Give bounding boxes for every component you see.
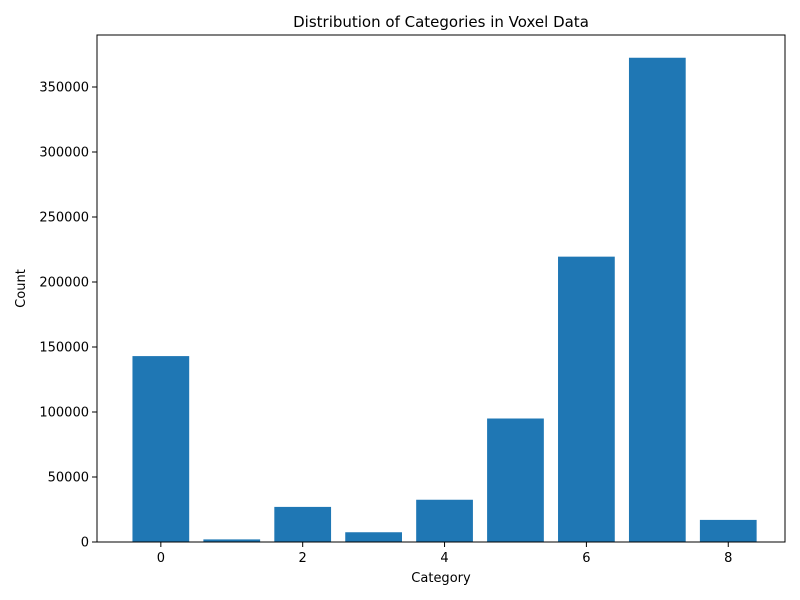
bar-category-7	[628, 57, 686, 542]
bar-category-0	[132, 356, 190, 542]
y-axis-title: Count	[14, 269, 29, 308]
bar-category-3	[345, 532, 402, 542]
y-tick-label: 300000	[39, 146, 89, 161]
y-tick-label: 200000	[39, 276, 89, 291]
bar-category-6	[558, 256, 615, 542]
y-tick-label: 0	[81, 536, 89, 551]
y-tick-label: 50000	[48, 471, 89, 486]
x-axis-title: Category	[411, 571, 471, 586]
bar-category-1	[203, 539, 261, 542]
x-tick-label: 0	[157, 551, 165, 566]
y-axis-ticks: 0 50000 100000 150000 200000 250000 300000 3500…	[39, 81, 97, 551]
bar-category-2	[274, 506, 332, 542]
y-tick-label: 350000	[39, 81, 89, 96]
chart-title: Distribution of Categories in Voxel Data	[293, 13, 589, 31]
plot-frame	[96, 34, 786, 543]
bar-category-4	[416, 499, 473, 542]
y-tick-label: 100000	[39, 406, 89, 421]
x-tick-label: 4	[440, 551, 448, 566]
y-tick-label: 250000	[39, 211, 89, 226]
bar-category-8	[699, 519, 757, 542]
bar-category-5	[487, 418, 544, 542]
x-tick-label: 6	[582, 551, 590, 566]
x-axis-ticks: 0 2 4 6 8	[157, 542, 732, 566]
bars-group	[132, 57, 757, 542]
x-tick-label: 2	[299, 551, 307, 566]
y-tick-label: 150000	[39, 341, 89, 356]
x-tick-label: 8	[724, 551, 732, 566]
